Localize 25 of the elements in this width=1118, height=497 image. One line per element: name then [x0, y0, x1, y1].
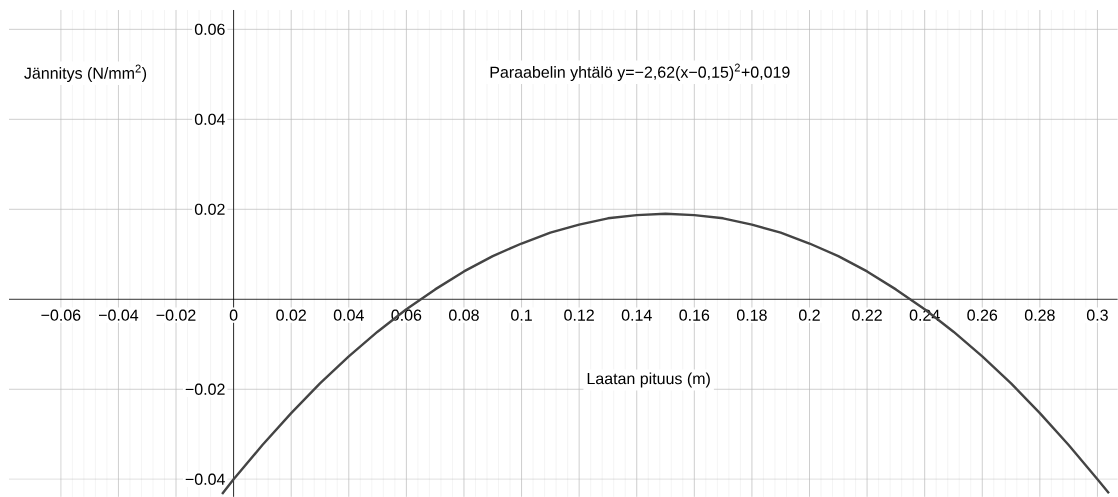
x-tick-label: 0.18 [736, 309, 767, 321]
x-tick-label: 0.3 [1086, 309, 1108, 321]
y-tick-label: −0.02 [185, 383, 225, 395]
x-tick-label: −0.02 [156, 309, 196, 321]
x-tick-label: 0.26 [967, 309, 998, 321]
x-tick-label: 0 [229, 309, 238, 321]
x-tick-label: 0.28 [1024, 309, 1055, 321]
x-tick-label: −0.04 [98, 309, 139, 321]
annotation: Paraabelin yhtälö y=−2,62(x−0,15)$^{2}$+0,019 [490, 63, 790, 81]
x-tick-label: 0.14 [621, 309, 652, 321]
x-tick-label: 0.1 [511, 309, 532, 321]
x-tick-label: −0.06 [41, 309, 81, 321]
x-tick-label: 0.16 [679, 309, 710, 321]
x-tick-label: 0.08 [449, 309, 479, 321]
y-tick-label: 0.04 [194, 113, 225, 125]
x-tick-label: 0.02 [276, 309, 306, 321]
x-axis-title: Laatan pituus (m) [587, 372, 710, 388]
x-tick-label: 0.04 [333, 309, 364, 321]
x-tick-label: 0.12 [564, 309, 594, 321]
y-tick-label: −0.04 [185, 473, 225, 485]
y-tick-label: 0.06 [194, 23, 225, 35]
y-tick-label: 0.02 [194, 203, 225, 215]
y-axis-title: Jännitys (N/mm$^{2}$) [24, 64, 147, 82]
x-tick-label: 0.22 [852, 309, 882, 321]
x-tick-label: 0.2 [799, 309, 820, 321]
